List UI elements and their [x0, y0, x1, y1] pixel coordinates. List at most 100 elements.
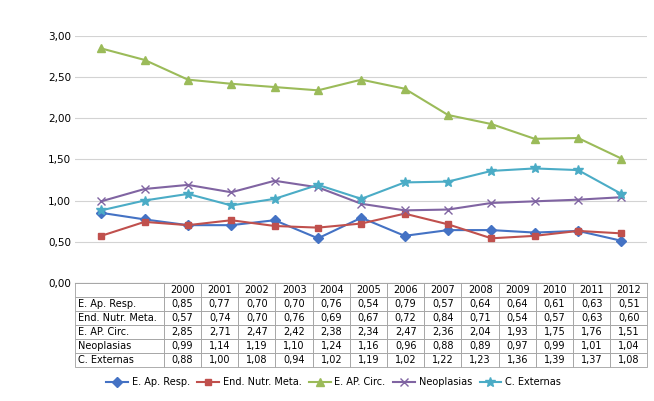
Text: 1,10: 1,10	[283, 341, 305, 351]
Bar	[350, 297, 387, 311]
Text: 0,70: 0,70	[246, 299, 267, 309]
Bar	[387, 297, 424, 311]
Bar	[238, 325, 275, 339]
Bar	[498, 311, 536, 325]
Bar	[75, 283, 164, 297]
Bar	[238, 311, 275, 325]
Bar	[424, 353, 462, 367]
Bar	[350, 325, 387, 339]
Bar	[387, 353, 424, 367]
Text: 0,88: 0,88	[172, 355, 193, 365]
Text: Neoplasias: Neoplasias	[78, 341, 131, 351]
Text: 0,51: 0,51	[618, 299, 640, 309]
Bar	[387, 283, 424, 297]
Bar	[573, 325, 610, 339]
Text: 1,36: 1,36	[507, 355, 528, 365]
Text: E. AP. Circ.: E. AP. Circ.	[78, 327, 129, 337]
Bar	[201, 353, 238, 367]
Bar	[462, 325, 498, 339]
Bar	[424, 297, 462, 311]
Text: 0,71: 0,71	[470, 313, 491, 323]
Text: 2,04: 2,04	[470, 327, 491, 337]
Text: 2001: 2001	[207, 285, 232, 295]
Text: 2,42: 2,42	[283, 327, 305, 337]
Text: 1,00: 1,00	[209, 355, 230, 365]
Text: 2004: 2004	[319, 285, 343, 295]
Bar	[313, 325, 350, 339]
Text: 0,79: 0,79	[395, 299, 417, 309]
Text: 1,01: 1,01	[581, 341, 602, 351]
Text: 2,47: 2,47	[246, 327, 267, 337]
Text: 0,74: 0,74	[209, 313, 230, 323]
Text: 0,57: 0,57	[543, 313, 565, 323]
Text: 0,76: 0,76	[320, 299, 342, 309]
Bar	[387, 325, 424, 339]
Bar	[75, 353, 164, 367]
Text: 0,64: 0,64	[470, 299, 490, 309]
Text: 0,70: 0,70	[283, 299, 305, 309]
Text: 2012: 2012	[617, 285, 641, 295]
Text: 0,84: 0,84	[432, 313, 454, 323]
Text: 0,64: 0,64	[507, 299, 528, 309]
Text: 0,57: 0,57	[171, 313, 194, 323]
Text: 1,24: 1,24	[320, 341, 342, 351]
Text: 1,16: 1,16	[358, 341, 379, 351]
Text: 1,75: 1,75	[543, 327, 565, 337]
Text: 2,85: 2,85	[171, 327, 194, 337]
Text: 1,19: 1,19	[358, 355, 379, 365]
Bar	[238, 297, 275, 311]
Legend: E. Ap. Resp., End. Nutr. Meta., E. AP. Circ., Neoplasias, C. Externas: E. Ap. Resp., End. Nutr. Meta., E. AP. C…	[102, 373, 565, 391]
Bar	[75, 311, 164, 325]
Text: 0,94: 0,94	[283, 355, 305, 365]
Text: 0,54: 0,54	[358, 299, 379, 309]
Bar	[536, 325, 573, 339]
Bar	[350, 339, 387, 353]
Bar	[275, 339, 313, 353]
Bar	[201, 325, 238, 339]
Text: 2007: 2007	[430, 285, 455, 295]
Bar	[610, 283, 647, 297]
Bar	[164, 339, 201, 353]
Bar	[387, 311, 424, 325]
Text: 0,77: 0,77	[209, 299, 231, 309]
Bar	[275, 353, 313, 367]
Text: 2003: 2003	[282, 285, 307, 295]
Bar	[536, 283, 573, 297]
Text: C. Externas: C. Externas	[78, 355, 134, 365]
Text: 0,63: 0,63	[581, 313, 602, 323]
Text: 0,63: 0,63	[581, 299, 602, 309]
Text: 2000: 2000	[170, 285, 195, 295]
Bar	[573, 311, 610, 325]
Text: 0,88: 0,88	[432, 341, 454, 351]
Text: 0,61: 0,61	[543, 299, 565, 309]
Text: 2005: 2005	[356, 285, 381, 295]
Text: 2010: 2010	[542, 285, 567, 295]
Bar	[201, 297, 238, 311]
Text: 2006: 2006	[393, 285, 418, 295]
Text: 1,19: 1,19	[246, 341, 267, 351]
Bar	[238, 353, 275, 367]
Bar	[424, 325, 462, 339]
Bar	[275, 283, 313, 297]
Bar	[573, 283, 610, 297]
Bar	[610, 297, 647, 311]
Bar	[424, 283, 462, 297]
Bar	[610, 353, 647, 367]
Text: 1,02: 1,02	[320, 355, 342, 365]
Bar	[75, 297, 164, 311]
Bar	[201, 339, 238, 353]
Bar	[201, 283, 238, 297]
Text: 2009: 2009	[505, 285, 530, 295]
Bar	[573, 339, 610, 353]
Bar	[536, 311, 573, 325]
Bar	[498, 353, 536, 367]
Text: 0,72: 0,72	[395, 313, 417, 323]
Text: 1,14: 1,14	[209, 341, 230, 351]
Text: 0,70: 0,70	[246, 313, 267, 323]
Bar	[462, 311, 498, 325]
Bar	[164, 311, 201, 325]
Text: 1,08: 1,08	[618, 355, 640, 365]
Text: 2008: 2008	[468, 285, 492, 295]
Bar	[536, 297, 573, 311]
Text: 2,34: 2,34	[358, 327, 379, 337]
